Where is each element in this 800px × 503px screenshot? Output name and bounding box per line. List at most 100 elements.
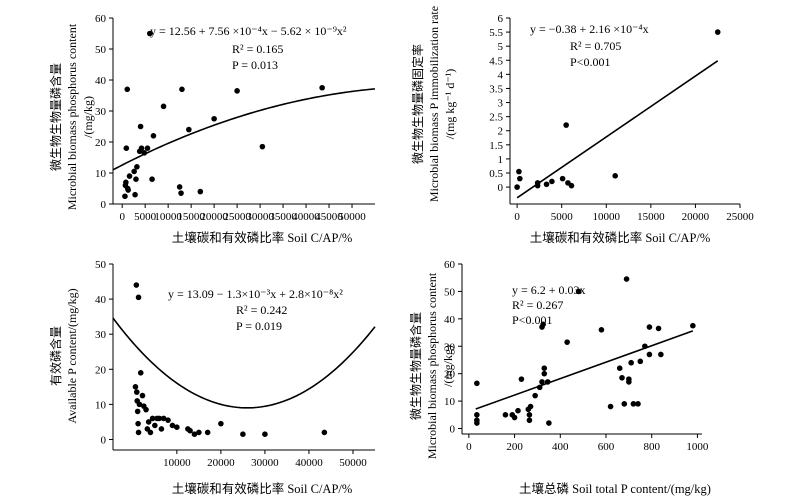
data-point (575, 288, 582, 295)
data-point (176, 184, 183, 190)
data-point (619, 374, 625, 381)
y-axis-title-top-left-3: /(mg/kg) (81, 96, 95, 138)
y-tick-label: 0 (101, 199, 107, 211)
x-tick-label: 0 (514, 211, 520, 223)
data-point (511, 414, 518, 421)
data-point (502, 412, 509, 418)
x-tick-label: 10000 (593, 211, 621, 223)
data-point (240, 431, 246, 438)
axes-bottom-right (461, 264, 702, 435)
y-axis-title-bottom-left-1: 有效磷含量 (48, 326, 63, 386)
data-point (658, 351, 664, 358)
x-tick-label: 50000 (339, 457, 367, 469)
y-axis-title-bottom-right-3: /(mg/kg) (441, 345, 455, 387)
data-point (178, 190, 184, 196)
y-tick-label: 30 (95, 329, 107, 341)
data-point (165, 417, 171, 423)
data-point (150, 133, 157, 139)
data-point (135, 294, 142, 301)
y-tick-label: 4 (498, 69, 504, 81)
data-point (544, 379, 551, 385)
data-point (124, 86, 131, 93)
y-axis-title-top-right-2: Microbial biomass P immobilization rate (427, 6, 441, 202)
y-tick-label: 10 (444, 396, 456, 408)
y-tick-label: 0 (498, 182, 504, 194)
x-axis-title-top-right: 土壤碳和有效磷比率 Soil C/AP/% (530, 230, 711, 245)
data-point (598, 327, 605, 333)
y-tick-label: 4.5 (489, 55, 503, 67)
x-tick-label: 10000 (154, 211, 182, 223)
x-tick-label: 40000 (292, 211, 320, 223)
y-axis-title-top-left-1: 微生物生物量磷含量 (48, 63, 63, 171)
x-tick-label: 15000 (177, 211, 205, 223)
x-tick-label: 0 (466, 441, 472, 453)
axes-bottom-left (112, 264, 375, 451)
regression-line (475, 330, 694, 410)
y-tick-label: 50 (95, 44, 107, 56)
data-point (133, 389, 140, 395)
y-tick-label: 2 (498, 126, 504, 138)
y-tick-label: 40 (95, 294, 107, 306)
data-point (517, 175, 523, 182)
x-tick-label: 40000 (295, 457, 323, 469)
panel-bottom-right: 0 200 400 600 800 1000 0 10 20 30 40 50 60 y = 6.2 +… (408, 259, 711, 496)
x-tick-label: 20000 (200, 211, 228, 223)
data-point (515, 407, 521, 414)
data-point (160, 415, 167, 422)
data-point (125, 187, 131, 193)
y-tick-label: 10 (95, 399, 107, 411)
y-tick-label: 10 (95, 168, 107, 180)
data-point (518, 376, 525, 382)
data-point (123, 179, 129, 186)
r2-bottom-left: R² = 0.242 (236, 303, 287, 317)
y-tick-label: 40 (95, 75, 107, 87)
p-value-top-left: P = 0.013 (232, 58, 278, 72)
y-tick-label: 60 (444, 259, 456, 271)
data-point (559, 175, 566, 182)
data-point (133, 282, 140, 288)
x-tick-label: 15000 (637, 211, 665, 223)
r2-top-left: R² = 0.165 (232, 42, 283, 56)
p-value-bottom-right: P<0.001 (512, 313, 552, 327)
panel-top-left: 0 500010000150002000025000300003500040000… (48, 13, 376, 245)
data-point (211, 115, 217, 122)
y-axis-title-bottom-right-2: Microbial biomass phosphorus content (425, 272, 439, 459)
data-point (204, 429, 211, 436)
data-points-bottom-left (132, 282, 328, 438)
data-point (642, 343, 648, 350)
data-point (134, 164, 140, 170)
data-points-bottom-right (474, 276, 696, 426)
equation-top-right: y = −0.38 + 2.16 ×10⁻⁴x (530, 22, 649, 36)
data-point (540, 321, 546, 328)
data-point (474, 380, 480, 387)
data-point (541, 365, 548, 371)
p-value-bottom-left: P = 0.019 (236, 319, 282, 333)
data-point (262, 431, 268, 438)
panel-top-right: 0 5000 10000 15000 20000 25000 0 0.5 1 1.5 2 2.5 3 3.… (410, 6, 754, 245)
x-tick-label: 5000 (134, 211, 157, 223)
data-point (149, 415, 156, 422)
data-point (133, 176, 139, 182)
y-tick-label: 5.5 (489, 27, 503, 39)
data-point (174, 424, 180, 430)
data-point (136, 401, 143, 408)
data-point (534, 182, 541, 189)
data-point (169, 422, 176, 429)
ticks-top-right: 0 5000 10000 15000 20000 25000 0 0.5 1 1.5 2 2.5 3 3.… (489, 13, 754, 223)
y-tick-label: 60 (95, 13, 107, 25)
data-point (549, 178, 555, 185)
y-axis-title-bottom-left-2: Available P content/(mg/kg) (65, 288, 79, 423)
y-tick-label: 6 (498, 13, 504, 25)
equation-bottom-left: y = 13.09 − 1.3×10⁻³x + 2.8×10⁻⁸x² (168, 287, 343, 301)
regression-line (516, 60, 719, 199)
data-point (526, 412, 533, 418)
data-point (134, 408, 141, 415)
y-tick-label: 3 (498, 98, 504, 110)
x-axis-title-bottom-right: 土壤总磷 Soil total P content/(mg/kg) (519, 481, 711, 496)
equation-bottom-right: y = 6.2 + 0.03x (512, 283, 586, 297)
data-point (714, 29, 721, 35)
regression-line (112, 88, 376, 171)
fit-line-top-right (516, 60, 719, 199)
data-point (655, 325, 662, 332)
ticks-bottom-right: 0 200 400 600 800 1000 0 10 20 30 40 50 60 (444, 259, 709, 453)
